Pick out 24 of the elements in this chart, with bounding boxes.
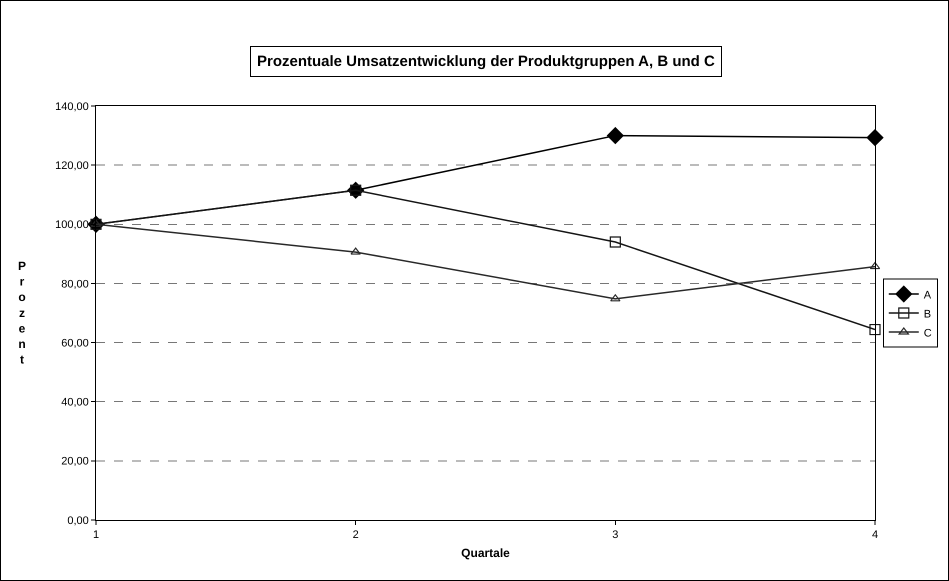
legend-label: C bbox=[924, 327, 932, 340]
point bbox=[870, 262, 880, 270]
point bbox=[350, 247, 361, 255]
y-tick-label: 60,00 bbox=[61, 337, 89, 350]
y-tick-label: 20,00 bbox=[61, 456, 89, 468]
y-tick-label: 100,00 bbox=[55, 219, 89, 232]
x-tick-label: 4 bbox=[872, 529, 878, 542]
chart-title: Prozentuale Umsatzentwicklung der Produktgruppen A, B und C bbox=[257, 53, 715, 70]
y-tick-label: 80,00 bbox=[61, 278, 89, 290]
point bbox=[610, 236, 621, 248]
y-tick-label: 0,00 bbox=[67, 514, 89, 527]
legend-label: B bbox=[924, 308, 932, 320]
y-tick-label: 40,00 bbox=[61, 396, 89, 409]
x-axis-title: Quartale bbox=[461, 546, 510, 560]
x-tick-label: 3 bbox=[612, 529, 618, 542]
y-tick-label: 120,00 bbox=[55, 160, 89, 172]
point bbox=[606, 127, 624, 144]
legend-label: A bbox=[924, 289, 932, 302]
x-tick-label: 1 bbox=[92, 529, 100, 542]
point bbox=[866, 129, 884, 146]
y-tick-label: 140,00 bbox=[55, 100, 89, 113]
y-axis-title: Prozent bbox=[18, 259, 26, 367]
point bbox=[869, 324, 881, 336]
x-tick-label: 2 bbox=[352, 529, 359, 542]
